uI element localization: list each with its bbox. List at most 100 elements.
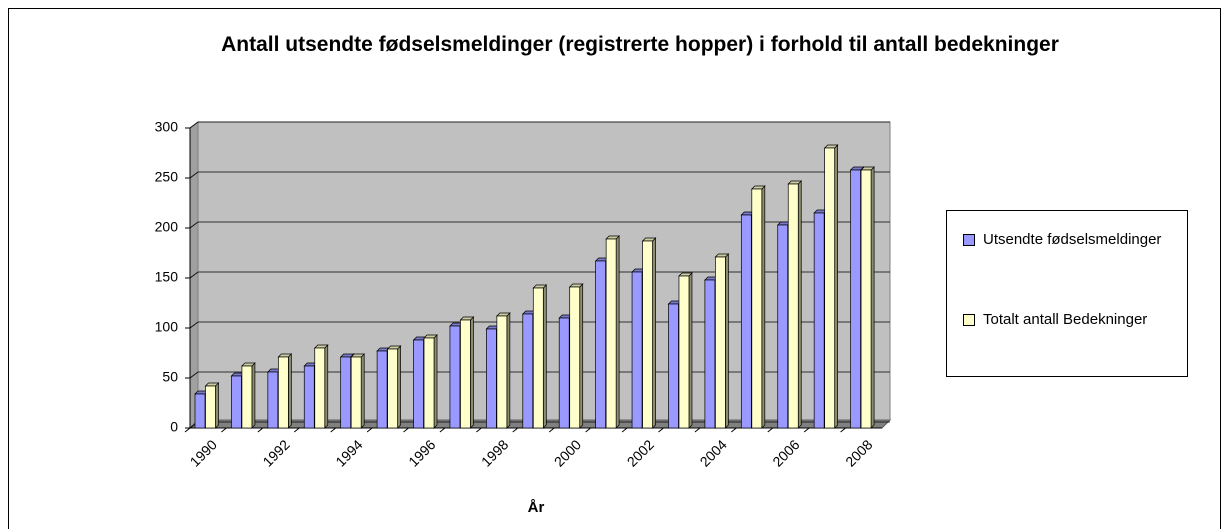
x-tick-label: 2006 [769,436,802,469]
tick-mark [694,427,701,433]
legend-label: Utsendte fødselsmeldinger [983,231,1162,248]
x-tick-label: 2000 [551,436,584,469]
bar-side [688,272,693,429]
bar [460,319,471,429]
bar [277,356,289,429]
y-tick-label: 50 [162,369,178,385]
bar-side [834,144,839,429]
bar-side [215,382,219,429]
bar [241,365,253,429]
bar [704,279,716,429]
bar [605,238,617,429]
tick-mark [803,427,810,433]
tick-mark [330,427,336,433]
tick-mark [439,427,446,433]
bar [413,339,424,429]
legend-label: Totalt antall Bedekninger [983,311,1148,328]
bar [449,325,461,429]
y-tick-label: 300 [155,119,179,135]
x-tick-label: 1998 [478,436,511,469]
bar [376,350,388,429]
bar-side [251,362,256,429]
bar [314,347,326,429]
y-tick-label: 250 [155,169,179,185]
bar-side [615,235,620,429]
tick-mark [366,427,373,433]
tick-mark [658,427,664,433]
bar [631,271,643,429]
tick-mark [293,427,300,433]
bar [231,375,242,429]
bar [496,315,508,429]
legend-item: Utsendte fødselsmeldinger [961,229,1193,250]
chart-border [8,8,1221,529]
bar [486,328,497,429]
bar-side [324,344,329,429]
tick-mark [476,427,482,433]
bar-side [870,166,875,429]
bar [267,371,279,429]
x-tick-label: 1994 [332,436,365,469]
bar [558,317,570,429]
grid-line [189,321,890,329]
grid-line [189,221,890,229]
chart-title: Antall utsendte fødselsmeldinger (regist… [221,33,1059,56]
bar-side [506,312,511,429]
tick-mark [731,427,737,433]
bar-side [470,316,474,429]
bar-side [542,284,547,429]
x-axis-title: År [528,499,545,516]
bar [205,385,216,429]
tick-mark [184,427,191,433]
bar [194,393,206,429]
bar [522,313,534,429]
bar [642,240,653,429]
legend: Utsendte fødselsmeldinger Totalt antall … [946,210,1188,377]
bar [824,147,836,429]
grid-line [189,371,890,379]
bar-side [287,353,292,429]
bar [569,286,581,429]
x-tick-label: 2004 [697,436,730,469]
grid-line [189,271,890,279]
grid-line [189,121,890,129]
y-tick-label: 0 [170,419,178,435]
tick-mark [221,427,227,433]
x-tick-label: 2008 [842,436,875,469]
tick-mark [548,427,555,433]
grid-line [189,171,890,179]
tick-mark [767,427,774,433]
bar [740,214,752,429]
bar-side [761,185,766,429]
bar-side [433,334,438,429]
bar [423,337,435,429]
bar [715,256,726,429]
bar [595,260,606,429]
legend-swatch [963,314,975,326]
x-tick-label: 1992 [259,436,292,469]
x-tick-label: 1990 [187,436,220,469]
bar [668,303,679,429]
bar-side [579,283,584,429]
bar [787,183,799,429]
y-tick-label: 100 [155,319,179,335]
bar-side [397,345,401,429]
bar [340,356,352,429]
bar [350,356,362,429]
bar [850,169,861,429]
x-tick-label: 2002 [624,436,657,469]
tick-mark [840,427,846,433]
tick-mark [585,427,591,433]
bar [678,275,690,429]
bar [387,348,398,429]
y-tick-label: 200 [155,219,179,235]
bar [860,169,872,429]
bar-side [725,253,729,429]
legend-item: Totalt antall Bedekninger [961,309,1193,330]
tick-mark [512,427,519,433]
bar-side [797,180,802,429]
bar [303,365,315,429]
bar [532,287,544,429]
